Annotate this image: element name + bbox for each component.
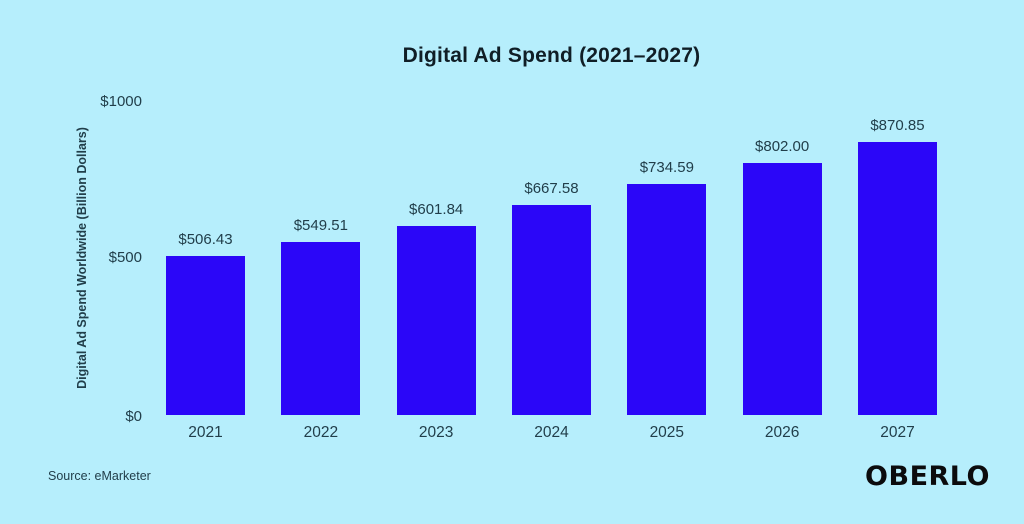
bar-value-label: $506.43 xyxy=(178,230,233,248)
bar-value-label: $734.59 xyxy=(639,159,694,177)
x-tick-label: 2022 xyxy=(303,424,339,441)
y-tick-0: $0 xyxy=(125,408,142,425)
bar-series: $506.43 2021 $549.51 2022 $601.84 2023 $667.58… xyxy=(166,101,937,441)
bar xyxy=(742,163,822,415)
bar-column-2025: $734.59 2025 xyxy=(627,101,707,441)
x-tick-label: 2024 xyxy=(534,424,569,441)
bar-column-2026: $802.00 2026 xyxy=(742,101,822,441)
bar-column-2027: $870.85 2027 xyxy=(857,101,937,441)
bar-value-label: $870.85 xyxy=(870,116,925,134)
bar-column-2023: $601.84 2023 xyxy=(396,101,476,441)
chart-title: Digital Ad Spend (2021–2027) xyxy=(402,44,701,67)
bar xyxy=(281,242,361,415)
bar-value-label: $802.00 xyxy=(755,138,810,156)
x-tick-label: 2026 xyxy=(764,424,800,441)
bar-value-label: $667.58 xyxy=(524,180,579,198)
bar xyxy=(857,141,937,415)
bar-column-2022: $549.51 2022 xyxy=(281,101,361,441)
bar xyxy=(511,205,591,415)
y-axis-ticks: $1000 $500 $0 xyxy=(0,0,142,524)
bar-value-label: $601.84 xyxy=(409,201,464,219)
bar xyxy=(166,255,245,415)
x-tick-label: 2021 xyxy=(188,424,223,441)
plot-area: $506.43 2021 $549.51 2022 $601.84 2023 $667.58… xyxy=(166,101,937,441)
bar-column-2021: $506.43 2021 xyxy=(166,101,245,441)
x-tick-label: 2027 xyxy=(880,424,915,441)
x-tick-label: 2023 xyxy=(418,424,454,441)
bar-column-2024: $667.58 2024 xyxy=(511,101,591,441)
oberlo-logo: OBERLO xyxy=(865,461,990,492)
y-tick-500: $500 xyxy=(108,249,142,266)
y-tick-1000: $1000 xyxy=(100,93,142,110)
x-tick-label: 2025 xyxy=(649,424,685,441)
bar-value-label: $549.51 xyxy=(293,217,348,235)
source-note: Source: eMarketer xyxy=(48,469,151,483)
bar xyxy=(396,226,476,415)
bar xyxy=(627,184,707,415)
